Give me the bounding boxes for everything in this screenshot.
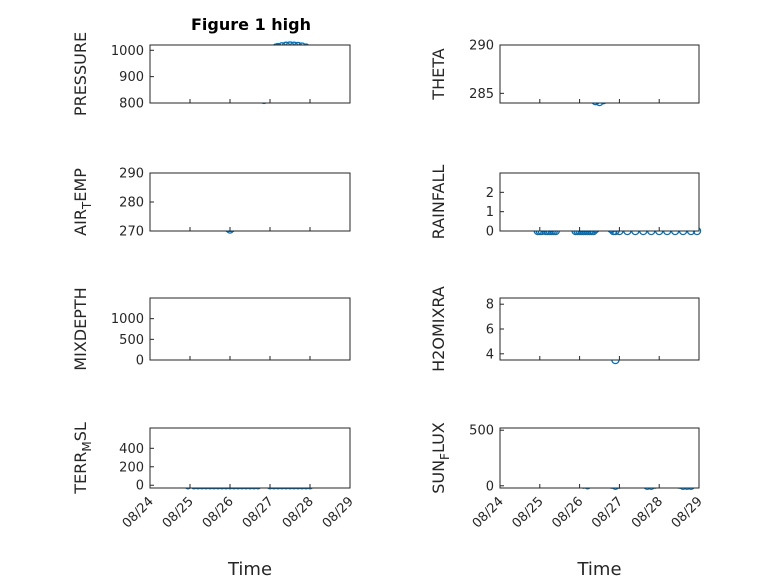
y-tick-label: 4 xyxy=(486,347,494,362)
y-axis-label-main: TERR xyxy=(71,452,90,495)
axes-rainfall: 0 1 2 RAINFALL xyxy=(429,165,702,240)
figure-title: Figure 1 high xyxy=(191,15,311,34)
y-axis-label-main: AIR xyxy=(71,209,90,236)
axes-frame xyxy=(499,297,700,361)
y-tick-label: 900 xyxy=(119,70,144,85)
axes-frame xyxy=(499,172,700,232)
y-tick-label: 2 xyxy=(486,186,494,201)
y-axis-label: TERRMSL xyxy=(71,422,94,495)
y-axis-label-main: THETA xyxy=(429,48,448,100)
y-tick-label: 8 xyxy=(486,298,494,313)
y-axis-label: PRESSURE xyxy=(71,32,90,116)
y-axis-label: AIRTEMP xyxy=(71,168,94,236)
y-tick-label: 0 xyxy=(136,354,144,369)
y-tick-label: 0 xyxy=(486,479,494,494)
y-tick-label: 1000 xyxy=(111,312,144,327)
y-axis-label-sub: T xyxy=(80,201,94,210)
y-axis-label-sub: F xyxy=(438,453,452,460)
x-axis-label: Time xyxy=(576,559,621,580)
y-tick-label: 500 xyxy=(119,333,144,348)
axes-air: 270 280 290 AIRTEMP xyxy=(71,167,351,240)
y-axis-label-main: RAINFALL xyxy=(429,165,448,240)
y-tick-label: 290 xyxy=(119,167,144,182)
y-tick-label: 285 xyxy=(469,87,494,102)
y-tick-label: 400 xyxy=(119,442,144,457)
y-axis-label: H2OMIXRA xyxy=(429,286,448,372)
y-axis-label: THETA xyxy=(429,48,448,100)
y-axis-label-suffix: LUX xyxy=(429,422,448,453)
axes-frame xyxy=(149,172,351,232)
y-tick-label: 290 xyxy=(469,39,494,54)
y-tick-label: 800 xyxy=(119,97,144,112)
axes-theta: 285 290 THETA xyxy=(429,39,700,107)
axes-h2omixra: 4 6 8 H2OMIXRA xyxy=(429,286,700,372)
x-axis-label: Time xyxy=(227,559,272,580)
y-tick-label: 0 xyxy=(486,225,494,240)
y-tick-label: 500 xyxy=(469,424,494,439)
y-axis-label-main: SUN xyxy=(429,460,448,494)
axes-frame xyxy=(499,427,700,489)
y-tick-label: 270 xyxy=(119,225,144,240)
y-axis-label-suffix: SL xyxy=(71,422,90,441)
y-axis-label-sub: M xyxy=(80,441,94,451)
y-tick-label: 200 xyxy=(119,460,144,475)
axes-frame xyxy=(499,44,700,104)
y-axis-label-main: H2OMIXRA xyxy=(429,286,448,372)
axes-mixdepth: 0 500 1000 MIXDEPTH xyxy=(71,287,351,371)
y-axis-label-main: PRESSURE xyxy=(71,32,90,116)
y-tick-label: 1000 xyxy=(111,44,144,59)
y-tick-label: 6 xyxy=(486,323,494,338)
y-tick-label: 280 xyxy=(119,196,144,211)
y-axis-label: MIXDEPTH xyxy=(71,287,90,370)
y-axis-label: SUNFLUX xyxy=(429,422,452,494)
y-tick-label: 1 xyxy=(486,205,494,220)
y-axis-label-main: MIXDEPTH xyxy=(71,287,90,370)
axes-frame xyxy=(149,297,351,361)
axes-frame xyxy=(149,427,351,489)
y-tick-label: 0 xyxy=(136,479,144,494)
y-axis-label-suffix: EMP xyxy=(71,168,90,202)
axes-pressure: 800 900 1000 PRESSURE xyxy=(71,32,351,116)
axes-frame xyxy=(149,44,351,104)
y-axis-label: RAINFALL xyxy=(429,165,448,240)
